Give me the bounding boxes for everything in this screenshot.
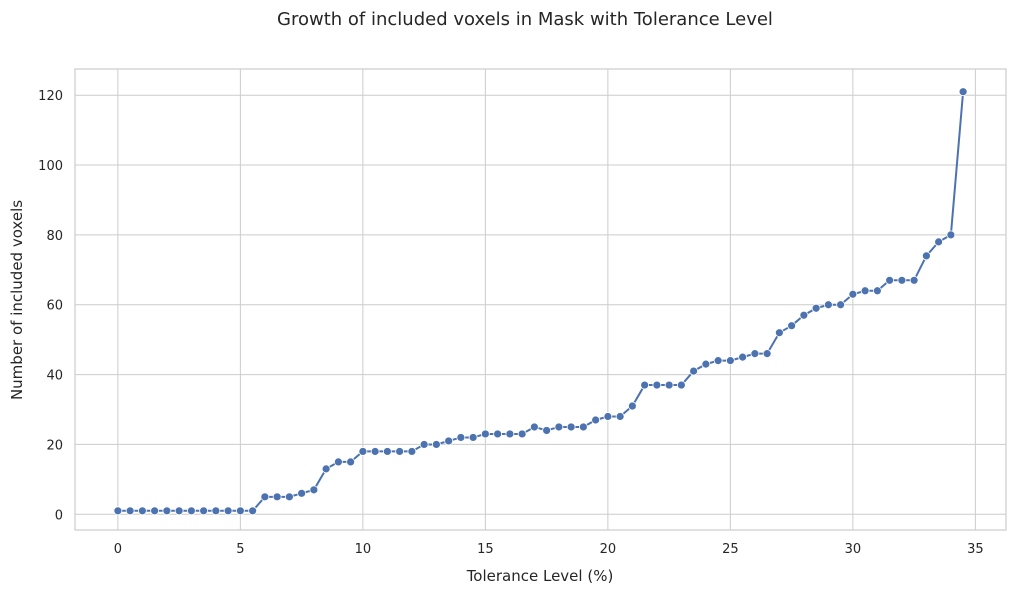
chart-title: Growth of included voxels in Mask with T… [277, 9, 773, 30]
data-point [554, 422, 564, 432]
x-tick-label: 35 [967, 542, 984, 557]
data-point [615, 412, 625, 421]
data-point [444, 436, 454, 446]
grid-lines [75, 69, 1006, 530]
data-point [370, 447, 380, 456]
data-point [137, 506, 147, 516]
data-point [872, 286, 882, 296]
data-point [860, 286, 870, 296]
data-point [382, 447, 392, 456]
data-point [468, 433, 478, 442]
data-point [517, 429, 527, 439]
data-point [260, 492, 270, 502]
x-tick-label: 15 [477, 542, 494, 557]
plot-frame [74, 68, 1007, 531]
data-point [456, 433, 466, 442]
series-line [117, 91, 965, 512]
data-point [566, 422, 576, 432]
y-tick-label: 60 [46, 299, 63, 314]
data-point [419, 440, 429, 449]
data-point [358, 447, 368, 456]
data-point [603, 412, 613, 421]
data-point [431, 440, 441, 449]
data-point [787, 321, 797, 331]
data-point [591, 415, 601, 425]
data-point [174, 506, 184, 516]
data-point [542, 426, 552, 435]
data-point [297, 488, 307, 498]
data-point [321, 464, 331, 474]
x-tick-label: 0 [114, 542, 122, 557]
data-point [774, 328, 784, 338]
data-point [162, 506, 172, 516]
data-point [689, 366, 699, 376]
y-axis-label: Number of included voxels [8, 200, 26, 400]
data-point [480, 429, 490, 439]
data-point [113, 506, 123, 516]
data-point [836, 300, 846, 310]
data-point [958, 87, 968, 97]
data-point [309, 485, 319, 495]
data-point [346, 457, 356, 467]
data-point [529, 422, 539, 432]
data-point [248, 506, 258, 516]
data-point [725, 356, 735, 366]
y-tick-label: 120 [38, 89, 63, 104]
data-point [493, 429, 503, 439]
data-point [395, 447, 405, 456]
data-point [284, 492, 294, 502]
y-tick-labels: 0 20 40 60 80 100 120 [38, 89, 63, 523]
data-point [333, 457, 343, 467]
data-point [811, 303, 821, 313]
data-point [885, 275, 895, 285]
data-point [946, 230, 956, 240]
y-tick-label: 20 [46, 438, 63, 453]
x-tick-label: 5 [236, 542, 244, 557]
data-point [750, 349, 760, 359]
data-point [211, 506, 221, 516]
y-tick-label: 40 [46, 369, 63, 384]
data-point [640, 380, 650, 390]
data-point [701, 359, 711, 369]
data-point [762, 349, 772, 359]
data-point [125, 506, 135, 516]
data-point [186, 506, 196, 516]
data-point [909, 275, 919, 285]
data-point [407, 447, 417, 456]
y-tick-label: 100 [38, 159, 63, 174]
x-axis-label: Tolerance Level (%) [466, 567, 614, 585]
data-point [235, 506, 245, 516]
data-point [272, 492, 282, 502]
data-point [664, 380, 674, 390]
x-tick-label: 30 [845, 542, 862, 557]
y-tick-label: 0 [55, 508, 63, 523]
data-point [223, 506, 233, 516]
data-point [799, 310, 809, 320]
x-tick-label: 20 [600, 542, 617, 557]
data-point [713, 356, 723, 366]
data-point [505, 429, 515, 439]
x-tick-label: 10 [355, 542, 372, 557]
data-point [652, 380, 662, 390]
data-point [897, 275, 907, 285]
x-tick-label: 25 [722, 542, 739, 557]
data-points [113, 87, 968, 516]
data-point [921, 251, 931, 261]
data-point [578, 422, 588, 432]
data-point [150, 506, 160, 516]
data-point [676, 380, 686, 390]
data-point [823, 300, 833, 310]
data-point [848, 289, 858, 299]
data-point [627, 401, 637, 411]
data-series [117, 91, 965, 512]
data-point [199, 506, 209, 516]
data-point [934, 237, 944, 247]
y-tick-label: 80 [46, 229, 63, 244]
x-tick-labels: 0 5 10 15 20 25 30 35 [114, 542, 984, 557]
data-point [738, 352, 748, 362]
